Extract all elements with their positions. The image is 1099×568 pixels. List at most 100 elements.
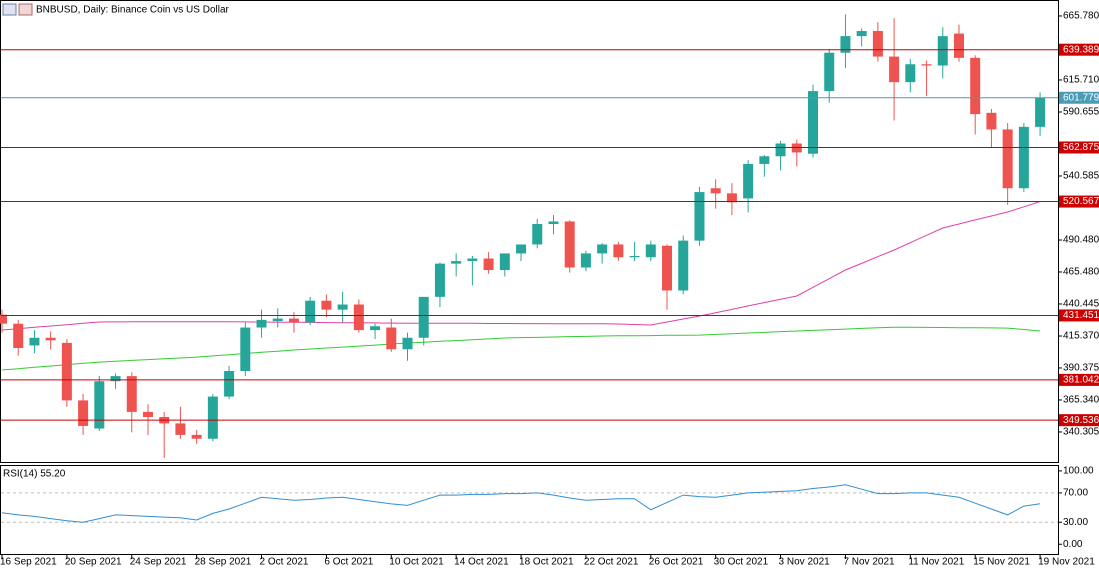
icon [2, 3, 17, 16]
price-level-box [1059, 414, 1099, 427]
candle-body [645, 244, 656, 258]
candle-body [840, 36, 851, 53]
price-level-label: 520.567 [1063, 196, 1099, 207]
rsi-line [1, 484, 1041, 523]
candle-body [824, 52, 835, 92]
y-tick-label: 615.710 [1063, 75, 1099, 86]
candle-body [61, 342, 72, 401]
rsi-frame [0, 465, 1059, 555]
candle-body [580, 253, 591, 268]
y-tick-label: 665.780 [1063, 11, 1099, 22]
y-tick-label: 70.00 [1063, 488, 1088, 499]
candle-body [759, 156, 770, 164]
candle-body [678, 240, 689, 291]
price-level-box [1059, 91, 1099, 104]
x-tick-label: 20 Sep 2021 [65, 557, 122, 568]
candle-body [775, 143, 786, 157]
moving-average [1, 201, 1041, 331]
y-tick-label: 490.480 [1063, 235, 1099, 246]
chart-title: BNBUSD, Daily: Binance Coin vs US Dollar [36, 5, 230, 16]
y-tick-label: 415.370 [1063, 331, 1099, 342]
candle-body [564, 221, 575, 268]
x-tick-label: 30 Oct 2021 [714, 557, 769, 568]
candle-body [418, 296, 429, 338]
price-level-label: 639.389 [1063, 44, 1099, 55]
price-level-label: 381.042 [1063, 375, 1099, 386]
candle-body [110, 376, 121, 382]
candle-body [597, 244, 608, 254]
candle-body [889, 56, 900, 83]
candle-body [434, 263, 445, 297]
x-tick-label: 24 Sep 2021 [130, 557, 187, 568]
x-tick-label: 15 Nov 2021 [973, 557, 1030, 568]
candle-body [629, 255, 640, 258]
icon [18, 3, 33, 16]
x-tick-label: 6 Oct 2021 [324, 557, 373, 568]
price-level-box [1059, 43, 1099, 56]
x-tick-label: 10 Oct 2021 [389, 557, 444, 568]
y-tick-label: 390.375 [1063, 363, 1099, 374]
price-level-box [1059, 309, 1099, 322]
candle-body [256, 319, 267, 328]
candle-body [516, 244, 527, 254]
candle-body [921, 64, 932, 66]
candle-body [694, 192, 705, 241]
candle-body [386, 327, 397, 350]
candle-body [224, 370, 235, 397]
candle-body [29, 337, 40, 346]
candle-body [78, 400, 89, 426]
candle-body [662, 245, 673, 291]
price-level-box [1059, 195, 1099, 208]
toolbar-icons [2, 3, 33, 16]
candle-body [970, 57, 981, 115]
price-level-box [1059, 141, 1099, 154]
y-tick-label: 440.445 [1063, 299, 1099, 310]
candle-body [953, 33, 964, 58]
x-tick-label: 2 Oct 2021 [260, 557, 309, 568]
candle-body [613, 244, 624, 258]
price-level-box [1059, 373, 1099, 386]
candle-body [240, 327, 251, 371]
rsi-title: RSI(14) 55.20 [3, 469, 66, 480]
candle-body [1002, 129, 1013, 189]
x-tick-label: 22 Oct 2021 [584, 557, 639, 568]
candle-body [937, 36, 948, 66]
candle-body [743, 163, 754, 199]
y-tick-label: 340.305 [1063, 427, 1099, 438]
candle-body [402, 337, 413, 350]
candle-body [808, 91, 818, 154]
candle-body [305, 300, 316, 323]
x-tick-label: 7 Nov 2021 [843, 557, 895, 568]
x-tick-label: 26 Oct 2021 [649, 557, 704, 568]
y-tick-label: 365.340 [1063, 395, 1099, 406]
candle-body [288, 318, 299, 323]
candle-body [905, 64, 916, 83]
x-tick-label: 18 Oct 2021 [519, 557, 574, 568]
x-tick-label: 14 Oct 2021 [454, 557, 509, 568]
price-level-label: 349.536 [1063, 415, 1099, 426]
y-tick-label: 465.480 [1063, 267, 1099, 278]
price-level-label: 562.875 [1063, 142, 1099, 153]
candle-body [94, 381, 105, 429]
candle-body [207, 396, 218, 439]
candle-body [45, 337, 56, 341]
candle-body [986, 112, 997, 130]
y-tick-label: 540.585 [1063, 171, 1099, 182]
candle-body [1035, 97, 1046, 127]
x-tick-label: 3 Nov 2021 [779, 557, 831, 568]
candle-body [337, 304, 348, 310]
price-level-label: 431.451 [1063, 310, 1099, 321]
candle-body [710, 188, 721, 194]
x-tick-label: 16 Sep 2021 [0, 557, 57, 568]
candle-body [499, 253, 510, 271]
price-level-label: 601.779 [1063, 92, 1099, 103]
candle-body [467, 258, 478, 262]
candle-body [370, 326, 381, 331]
candle-body [142, 411, 153, 418]
x-tick-label: 11 Nov 2021 [908, 557, 964, 568]
candle-body [726, 193, 737, 203]
x-tick-label: 28 Sep 2021 [195, 557, 252, 568]
candle-body [1018, 126, 1029, 189]
